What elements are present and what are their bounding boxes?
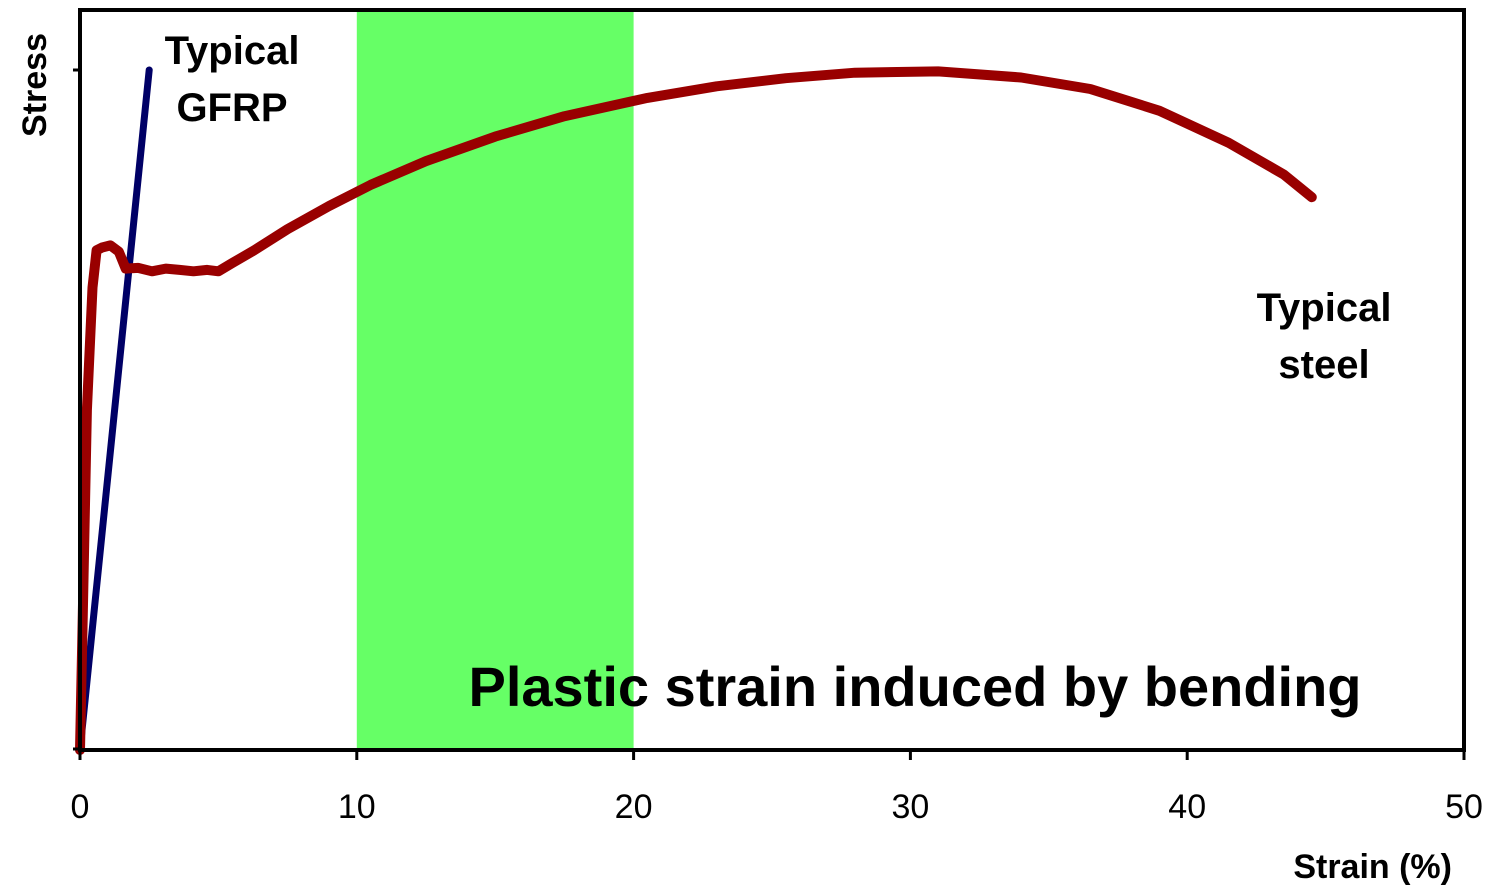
plot-frame-layer xyxy=(73,8,1466,752)
steel-label-line2: steel xyxy=(1278,343,1369,387)
tick-layer: 0 10 20 30 40 50 xyxy=(71,750,1483,826)
plastic-strain-band-layer xyxy=(356,12,634,750)
gfrp-label-line2: GFRP xyxy=(176,86,287,130)
y-axis-title: Stress xyxy=(16,33,54,137)
x-tick-label: 50 xyxy=(1445,788,1483,826)
band-label: Plastic strain induced by bending xyxy=(468,655,1361,718)
steel-label-line1: Typical xyxy=(1257,286,1392,330)
x-axis-title: Strain (%) xyxy=(1293,848,1452,886)
steel-series-line xyxy=(75,66,1317,755)
gfrp-series-line xyxy=(76,66,153,754)
series-layer xyxy=(75,66,1317,755)
plastic-strain-band xyxy=(356,12,634,750)
x-tick-label: 30 xyxy=(891,788,929,826)
gfrp-label-line1: Typical xyxy=(165,29,300,73)
x-tick-label: 20 xyxy=(615,788,653,826)
x-tick-label: 10 xyxy=(338,788,376,826)
x-tick-label: 0 xyxy=(71,788,90,826)
x-tick-label: 40 xyxy=(1168,788,1206,826)
plot-frame xyxy=(78,8,1466,752)
